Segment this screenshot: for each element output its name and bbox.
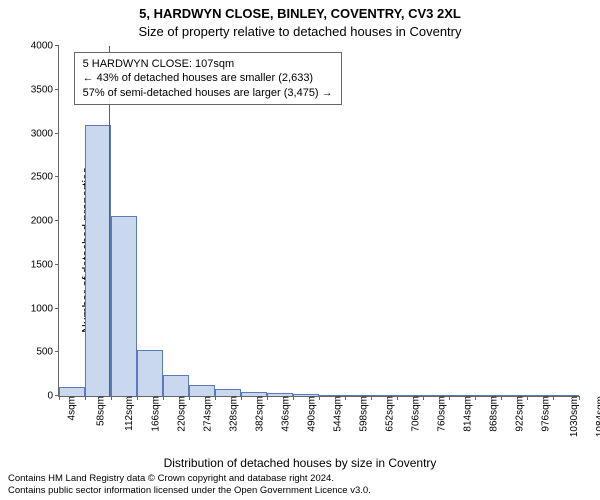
y-tick-label: 1500 (31, 259, 59, 270)
x-tick-mark (527, 396, 528, 400)
x-tick-label: 868sqm (486, 396, 499, 432)
callout-box: 5 HARDWYN CLOSE: 107sqm ← 43% of detache… (74, 52, 342, 105)
x-tick-mark (449, 396, 450, 400)
y-tick-label: 1000 (31, 303, 59, 314)
x-tick-label: 922sqm (512, 396, 525, 432)
y-tick-mark (55, 133, 59, 134)
x-tick-mark (59, 396, 60, 400)
x-tick-label: 490sqm (304, 396, 317, 432)
property-size-histogram: 5, HARDWYN CLOSE, BINLEY, COVENTRY, CV3 … (0, 0, 600, 500)
y-tick-label: 500 (36, 347, 59, 358)
histogram-bar (371, 395, 397, 396)
x-tick-label: 1030sqm (567, 396, 580, 437)
callout-line-property: 5 HARDWYN CLOSE: 107sqm (83, 57, 333, 71)
x-tick-label: 976sqm (538, 396, 551, 432)
histogram-bar (241, 392, 267, 396)
attribution-footer: Contains HM Land Registry data © Crown c… (8, 473, 371, 496)
plot-area: 050010001500200025003000350040004sqm58sq… (58, 46, 579, 397)
x-tick-label: 328sqm (226, 396, 239, 432)
y-tick-mark (55, 45, 59, 46)
x-tick-mark (501, 396, 502, 400)
chart-title-address: 5, HARDWYN CLOSE, BINLEY, COVENTRY, CV3 … (0, 6, 600, 21)
x-tick-label: 814sqm (460, 396, 473, 432)
x-tick-mark (85, 396, 86, 400)
y-tick-mark (55, 264, 59, 265)
y-tick-mark (55, 176, 59, 177)
x-tick-label: 1084sqm (593, 396, 600, 437)
x-tick-mark (397, 396, 398, 400)
y-tick-mark (55, 89, 59, 90)
x-tick-mark (215, 396, 216, 400)
histogram-bar (293, 394, 319, 396)
x-tick-label: 706sqm (408, 396, 421, 432)
y-tick-label: 2500 (31, 172, 59, 183)
histogram-bar (345, 395, 371, 396)
histogram-bar (449, 395, 475, 396)
histogram-bar (111, 216, 137, 396)
y-tick-label: 3000 (31, 128, 59, 139)
histogram-bar (501, 395, 527, 396)
x-tick-mark (293, 396, 294, 400)
chart-subtitle: Size of property relative to detached ho… (0, 24, 600, 39)
x-tick-mark (267, 396, 268, 400)
y-tick-mark (55, 351, 59, 352)
y-tick-label: 0 (47, 391, 59, 402)
x-tick-mark (111, 396, 112, 400)
callout-line-smaller: ← 43% of detached houses are smaller (2,… (83, 71, 333, 85)
x-tick-label: 544sqm (330, 396, 343, 432)
x-tick-mark (137, 396, 138, 400)
x-tick-label: 58sqm (94, 396, 107, 426)
callout-line-larger: 57% of semi-detached houses are larger (… (83, 86, 333, 100)
x-tick-label: 436sqm (278, 396, 291, 432)
x-tick-mark (553, 396, 554, 400)
histogram-bar (319, 395, 345, 396)
histogram-bar (397, 395, 423, 396)
x-tick-label: 274sqm (200, 396, 213, 432)
x-tick-label: 760sqm (434, 396, 447, 432)
y-tick-label: 2000 (31, 216, 59, 227)
histogram-bar (163, 375, 189, 396)
x-tick-mark (319, 396, 320, 400)
x-tick-mark (579, 396, 580, 400)
histogram-bar (85, 125, 111, 396)
y-tick-label: 3500 (31, 84, 59, 95)
x-tick-mark (423, 396, 424, 400)
x-tick-label: 166sqm (148, 396, 161, 432)
x-tick-label: 598sqm (356, 396, 369, 432)
footer-line2: Contains public sector information licen… (8, 485, 371, 496)
x-tick-label: 4sqm (65, 396, 78, 420)
x-tick-mark (241, 396, 242, 400)
y-tick-label: 4000 (31, 41, 59, 52)
x-tick-mark (189, 396, 190, 400)
histogram-bar (553, 395, 579, 396)
histogram-bar (527, 395, 553, 396)
histogram-bar (267, 393, 293, 397)
histogram-bar (423, 395, 449, 396)
x-tick-mark (163, 396, 164, 400)
x-tick-mark (345, 396, 346, 400)
histogram-bar (215, 389, 241, 396)
x-tick-mark (371, 396, 372, 400)
histogram-bar (475, 395, 501, 396)
x-tick-label: 220sqm (174, 396, 187, 432)
x-tick-label: 652sqm (382, 396, 395, 432)
histogram-bar (189, 385, 215, 396)
histogram-bar (137, 350, 163, 396)
x-tick-mark (475, 396, 476, 400)
x-axis-label: Distribution of detached houses by size … (0, 456, 600, 470)
y-tick-mark (55, 308, 59, 309)
footer-line1: Contains HM Land Registry data © Crown c… (8, 473, 371, 484)
histogram-bar (59, 387, 85, 396)
x-tick-label: 382sqm (252, 396, 265, 432)
y-tick-mark (55, 220, 59, 221)
x-tick-label: 112sqm (122, 396, 135, 431)
